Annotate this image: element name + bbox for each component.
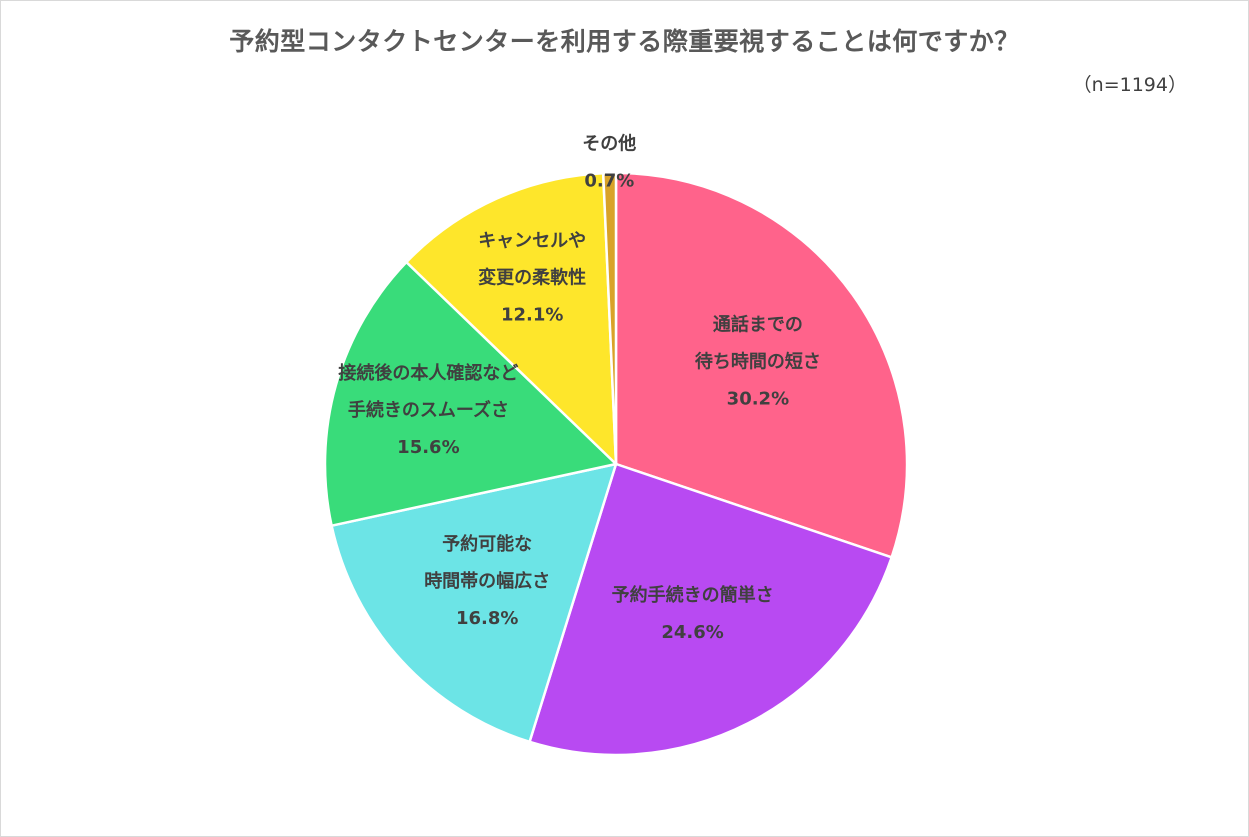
- slice-category-label: 接続後の本人確認など: [338, 362, 518, 384]
- pie-slice: [323, 260, 618, 527]
- slice-value-label: 24.6%: [661, 622, 723, 643]
- slice-category-label: 変更の柔軟性: [478, 266, 586, 288]
- slice-category-label: その他: [582, 133, 636, 155]
- slice-value-label: 30.2%: [727, 388, 789, 409]
- slice-value-label: 12.1%: [501, 304, 563, 325]
- slice-label: 予約手続きの簡単さ 24.6%: [612, 584, 774, 643]
- pie-slice: [614, 171, 909, 559]
- slice-value-label: 16.8%: [456, 608, 518, 629]
- slice-category-label: 予約可能な: [442, 533, 532, 555]
- slice-category-label: 待ち時間の短さ: [695, 350, 821, 372]
- slice-category-label: 時間帯の幅広さ: [424, 570, 550, 592]
- pie-slice: [330, 462, 618, 744]
- slice-category-label: 予約手続きの簡単さ: [612, 584, 774, 606]
- slice-category-label: 通話までの: [713, 313, 803, 335]
- slice-category-label: 手続きのスムーズさ: [348, 399, 509, 421]
- slice-value-label: 15.6%: [397, 437, 459, 458]
- chart-subtitle: （n=1194）: [1072, 74, 1187, 96]
- chart-title: 予約型コンタクトセンターを利用する際重要視することは何ですか？: [229, 27, 1020, 56]
- pie-slice: [528, 462, 893, 757]
- pie-slices: [323, 171, 909, 757]
- slice-label: その他 0.7%: [582, 133, 636, 192]
- slice-value-label: 0.7%: [584, 171, 634, 192]
- pie-slice: [601, 171, 618, 466]
- pie-slice: [405, 172, 618, 466]
- slice-category-label: キャンセルや: [478, 230, 586, 251]
